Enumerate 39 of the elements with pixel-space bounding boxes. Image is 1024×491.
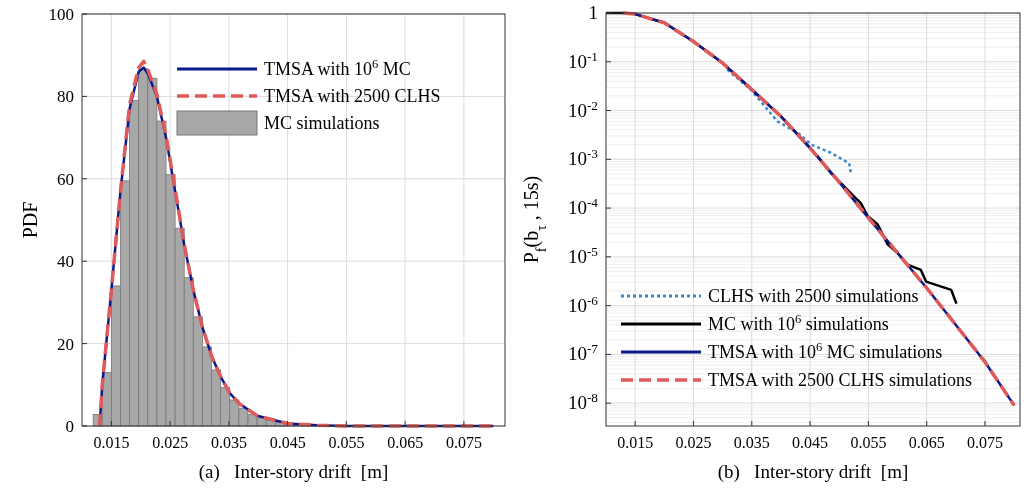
x-tick-label: 0.045 <box>269 434 306 451</box>
x-tick-label: 0.025 <box>152 434 189 451</box>
legend-label: TMSA with 10$^{6}$ MC simulations <box>708 340 943 362</box>
y-tick-label: 1 <box>588 2 598 23</box>
legend-label: CLHS with 2500 simulations <box>708 286 919 306</box>
legend-label: MC simulations <box>264 113 380 133</box>
y-axis-title: PDF <box>19 201 41 239</box>
y-tick-label: 10$^{-1}$ <box>567 48 598 72</box>
x-tick-label: 0.055 <box>328 434 365 451</box>
y-tick-label: 20 <box>57 334 74 354</box>
x-tick-label: 0.055 <box>850 434 887 451</box>
x-axis-title: (b) Inter-story drift [m] <box>717 461 909 483</box>
x-tick-label: 0.025 <box>675 434 712 451</box>
x-tick-label: 0.015 <box>93 434 130 451</box>
x-tick-label: 0.075 <box>967 434 1004 451</box>
y-tick-label: 10$^{-7}$ <box>567 340 599 365</box>
legend-label: TMSA with 2500 CLHS <box>264 86 441 106</box>
legend-label: TMSA with 2500 CLHS simulations <box>708 370 973 390</box>
legend-label: TMSA with 10$^{6}$ MC <box>264 57 411 79</box>
x-tick-label: 0.065 <box>387 434 424 451</box>
y-tick-label: 10$^{-8}$ <box>567 389 599 414</box>
y-tick-label: 100 <box>48 5 74 24</box>
legend-label: MC with 10$^{6}$ simulations <box>708 312 889 334</box>
y-tick-label: 10$^{-4}$ <box>567 194 599 219</box>
y-tick-label: 10$^{-5}$ <box>567 243 599 267</box>
x-tick-label: 0.015 <box>617 434 654 451</box>
y-tick-label: 40 <box>57 252 74 272</box>
x-tick-label: 0.075 <box>445 434 482 451</box>
y-tick-label: 10$^{-3}$ <box>567 145 599 170</box>
y-tick-label: 80 <box>57 87 74 107</box>
x-tick-label: 0.035 <box>733 434 770 451</box>
x-axis-title: (a) Inter-story drift [m] <box>198 461 389 483</box>
y-tick-label: 10$^{-6}$ <box>567 292 599 316</box>
y-tick-label: 10$^{-2}$ <box>567 97 598 121</box>
y-tick-label: 0 <box>65 417 74 436</box>
y-tick-label: 60 <box>57 169 74 189</box>
x-tick-label: 0.035 <box>210 434 247 451</box>
x-tick-label: 0.045 <box>792 434 829 451</box>
x-tick-label: 0.065 <box>908 434 945 451</box>
